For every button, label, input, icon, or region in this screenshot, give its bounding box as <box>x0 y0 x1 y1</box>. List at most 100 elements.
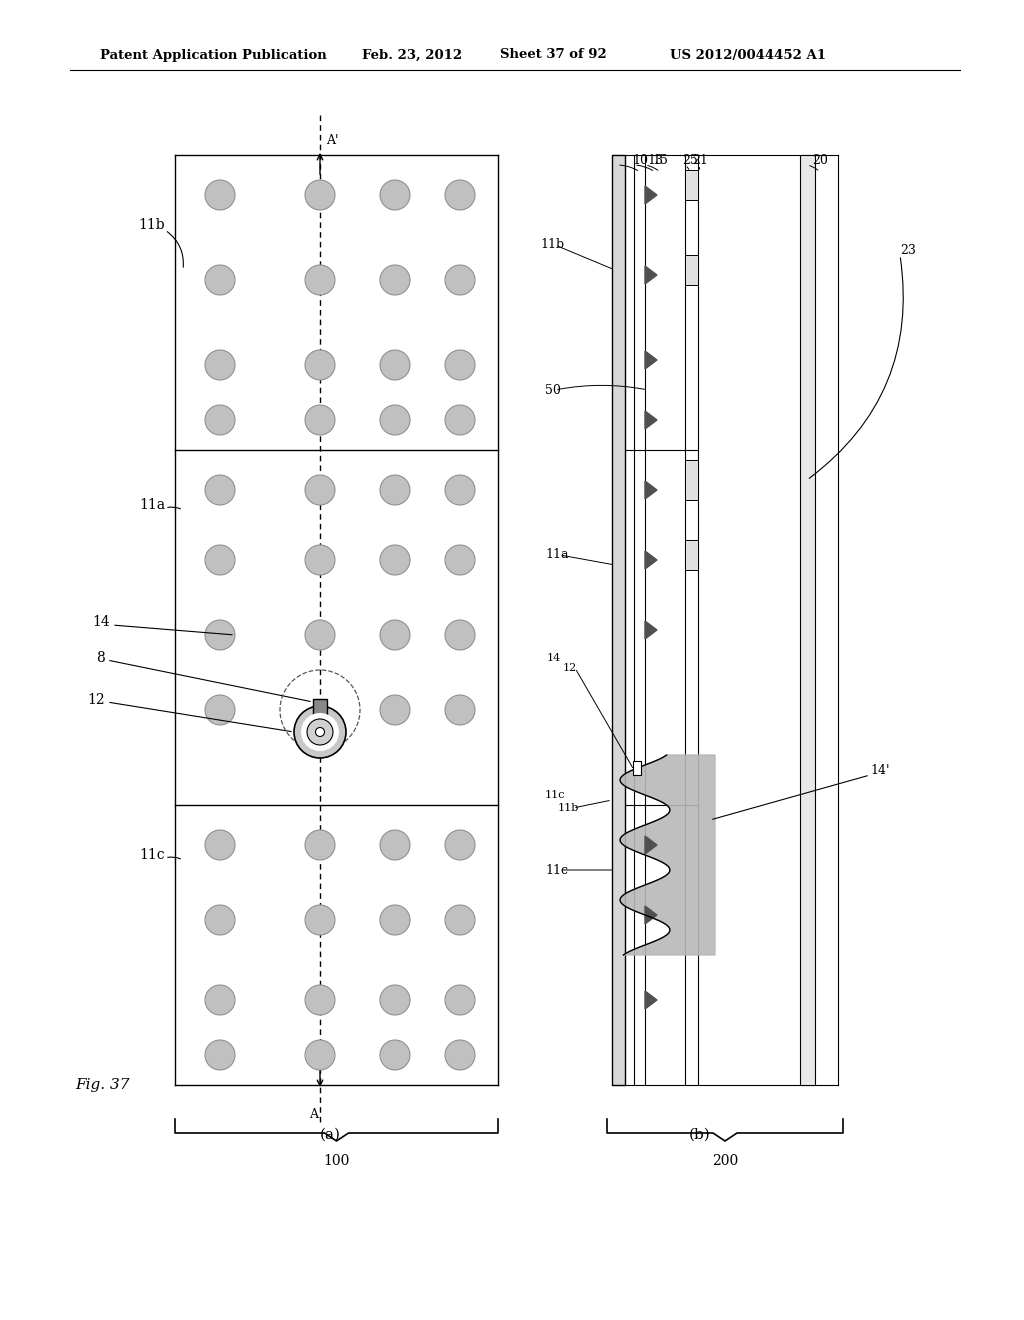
Bar <box>685 170 698 201</box>
Text: 11b: 11b <box>138 218 165 232</box>
Circle shape <box>305 180 335 210</box>
Text: 14: 14 <box>547 653 561 663</box>
Text: 15: 15 <box>652 153 668 166</box>
Circle shape <box>380 620 410 649</box>
Circle shape <box>445 405 475 436</box>
Text: US 2012/0044452 A1: US 2012/0044452 A1 <box>670 49 826 62</box>
Circle shape <box>307 719 333 744</box>
Text: 25: 25 <box>682 153 698 166</box>
Polygon shape <box>645 550 657 569</box>
Circle shape <box>305 545 335 576</box>
Circle shape <box>205 620 234 649</box>
Text: 11b: 11b <box>558 803 580 813</box>
Bar <box>313 700 327 727</box>
Circle shape <box>205 475 234 506</box>
Circle shape <box>305 830 335 861</box>
Text: 10: 10 <box>632 153 648 166</box>
Circle shape <box>205 545 234 576</box>
Bar <box>633 762 641 775</box>
Text: Patent Application Publication: Patent Application Publication <box>100 49 327 62</box>
Text: 11a: 11a <box>139 498 165 512</box>
Text: 11c: 11c <box>139 847 165 862</box>
Circle shape <box>445 475 475 506</box>
Text: 100: 100 <box>324 1154 349 1168</box>
Text: 12: 12 <box>563 663 578 673</box>
Circle shape <box>205 350 234 380</box>
Circle shape <box>305 1040 335 1071</box>
Circle shape <box>205 180 234 210</box>
Text: Feb. 23, 2012: Feb. 23, 2012 <box>362 49 462 62</box>
Circle shape <box>305 906 335 935</box>
Text: 21: 21 <box>692 153 708 166</box>
Text: 11a: 11a <box>545 549 568 561</box>
Polygon shape <box>620 755 715 954</box>
Polygon shape <box>645 186 657 205</box>
Circle shape <box>205 906 234 935</box>
Polygon shape <box>645 620 657 639</box>
Polygon shape <box>645 351 657 370</box>
Text: 20: 20 <box>812 153 828 166</box>
Text: A: A <box>309 1109 318 1122</box>
Circle shape <box>380 545 410 576</box>
Bar <box>685 255 698 285</box>
Circle shape <box>305 265 335 294</box>
Text: Fig. 37: Fig. 37 <box>75 1078 129 1092</box>
Circle shape <box>380 985 410 1015</box>
Text: 13: 13 <box>647 153 663 166</box>
Circle shape <box>205 1040 234 1071</box>
Circle shape <box>305 620 335 649</box>
Polygon shape <box>645 991 657 1008</box>
Circle shape <box>445 985 475 1015</box>
Text: 11b: 11b <box>540 239 564 252</box>
Circle shape <box>445 180 475 210</box>
Text: 14': 14' <box>870 763 890 776</box>
Text: A': A' <box>326 133 339 147</box>
Text: Sheet 37 of 92: Sheet 37 of 92 <box>500 49 607 62</box>
Circle shape <box>205 405 234 436</box>
Circle shape <box>445 906 475 935</box>
Circle shape <box>445 696 475 725</box>
Circle shape <box>205 696 234 725</box>
Circle shape <box>380 475 410 506</box>
Polygon shape <box>645 480 657 499</box>
Bar <box>800 154 815 1085</box>
Polygon shape <box>645 411 657 429</box>
Circle shape <box>380 405 410 436</box>
Circle shape <box>380 265 410 294</box>
Circle shape <box>380 830 410 861</box>
Circle shape <box>205 985 234 1015</box>
Text: 8: 8 <box>96 651 105 665</box>
Circle shape <box>305 985 335 1015</box>
Text: 50: 50 <box>545 384 561 396</box>
Circle shape <box>445 830 475 861</box>
Text: 12: 12 <box>87 693 105 708</box>
Polygon shape <box>645 267 657 284</box>
Circle shape <box>445 545 475 576</box>
Circle shape <box>205 265 234 294</box>
Circle shape <box>305 405 335 436</box>
Text: (b): (b) <box>689 1129 711 1142</box>
Circle shape <box>380 906 410 935</box>
Text: (a): (a) <box>319 1129 341 1142</box>
Circle shape <box>445 1040 475 1071</box>
Circle shape <box>205 830 234 861</box>
Text: 11c: 11c <box>545 863 568 876</box>
Text: 14: 14 <box>92 615 110 630</box>
Circle shape <box>305 350 335 380</box>
Circle shape <box>445 350 475 380</box>
Circle shape <box>380 180 410 210</box>
Circle shape <box>294 706 346 758</box>
Circle shape <box>445 620 475 649</box>
Text: 200: 200 <box>712 1154 738 1168</box>
Bar <box>685 459 698 500</box>
Polygon shape <box>645 906 657 924</box>
Polygon shape <box>645 836 657 854</box>
Circle shape <box>380 350 410 380</box>
Text: 23: 23 <box>900 243 915 256</box>
Circle shape <box>445 265 475 294</box>
Circle shape <box>380 696 410 725</box>
Circle shape <box>315 727 325 737</box>
Circle shape <box>380 1040 410 1071</box>
Text: 11c: 11c <box>545 789 565 800</box>
Bar <box>612 154 625 1085</box>
